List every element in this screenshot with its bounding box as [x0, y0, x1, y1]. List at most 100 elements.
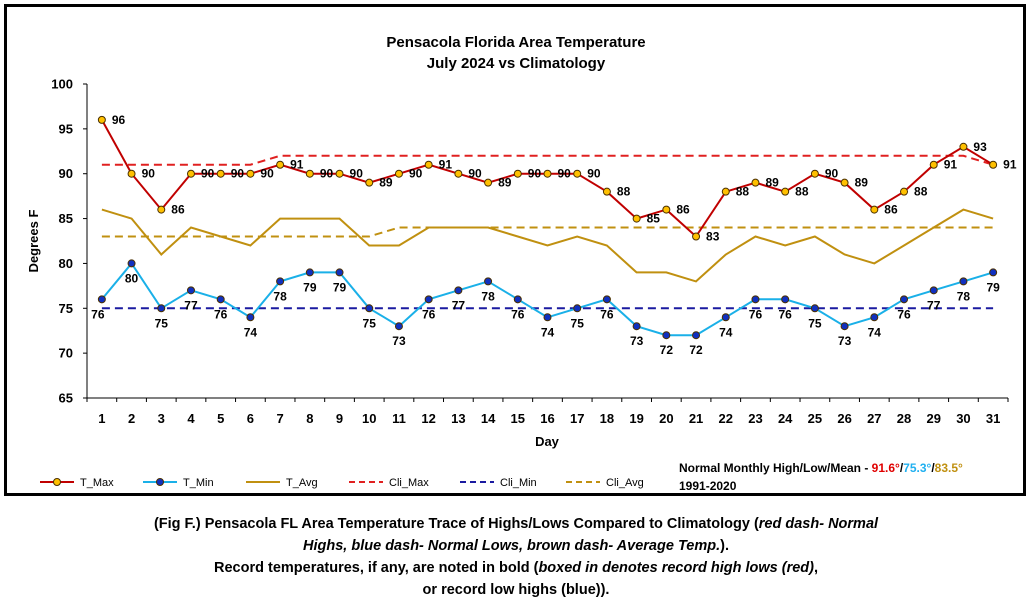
data-label-t-min: 76 [511, 307, 525, 321]
data-label-t-max: 90 [468, 167, 482, 181]
svg-text:Normal Monthly High/Low/Mean -: Normal Monthly High/Low/Mean - 91.6°/75.… [679, 461, 963, 475]
data-label-t-max: 93 [973, 140, 987, 154]
y-tick-label: 100 [51, 77, 73, 92]
point-t-max [989, 160, 998, 169]
point-t-min [602, 295, 611, 304]
point-t-max [484, 178, 493, 187]
data-label-t-max: 86 [884, 203, 898, 217]
x-axis-title: Day [535, 434, 560, 449]
point-t-max [186, 169, 195, 178]
point-t-min [959, 277, 968, 286]
data-label-t-max: 88 [617, 185, 631, 199]
data-label-t-min: 76 [897, 307, 911, 321]
x-tick-label: 31 [986, 411, 1000, 426]
point-t-min [632, 322, 641, 331]
normal-low: 75.3° [903, 461, 931, 475]
point-t-min [513, 295, 522, 304]
data-label-t-max: 89 [498, 176, 512, 190]
point-t-min [365, 304, 374, 313]
point-t-max [900, 187, 909, 196]
legend-label-cli-avg: Cli_Avg [606, 477, 644, 489]
data-label-t-min: 76 [778, 307, 792, 321]
chart-subtitle: July 2024 vs Climatology [427, 55, 606, 72]
x-tick-label: 25 [808, 411, 822, 426]
legend: T_Max T_Min T_Avg Cli_Max Cli_Min Cli_Avg [40, 477, 644, 489]
data-label-t-max: 90 [231, 167, 245, 181]
point-t-max [276, 160, 285, 169]
temperature-chart: Pensacola Florida Area Temperature July … [26, 34, 1017, 493]
x-tick-label: 28 [897, 411, 911, 426]
x-tick-label: 17 [570, 411, 584, 426]
x-tick-label: 14 [481, 411, 496, 426]
data-label-t-min: 76 [600, 307, 614, 321]
point-t-max [216, 169, 225, 178]
x-tick-label: 26 [837, 411, 851, 426]
point-t-max [870, 205, 879, 214]
normals-period: 1991-2020 [679, 479, 737, 493]
point-t-max [335, 169, 344, 178]
x-tick-label: 16 [540, 411, 554, 426]
x-tick-label: 30 [956, 411, 970, 426]
data-label-t-min: 78 [481, 289, 495, 303]
point-t-min [454, 286, 463, 295]
x-tick-label: 2 [128, 411, 135, 426]
point-t-max [602, 187, 611, 196]
data-label-t-min: 73 [838, 334, 852, 348]
y-tick-label: 95 [59, 121, 73, 136]
data-label-t-min: 75 [571, 316, 585, 330]
point-t-max [365, 178, 374, 187]
data-label-t-max: 90 [260, 167, 274, 181]
legend-label-t-max: T_Max [80, 477, 114, 489]
data-label-t-min: 75 [808, 316, 822, 330]
point-t-min [394, 322, 403, 331]
point-t-max [394, 169, 403, 178]
point-t-min [781, 295, 790, 304]
point-t-min [97, 295, 106, 304]
data-label-t-max: 90 [558, 167, 572, 181]
legend-label-t-min: T_Min [183, 477, 214, 489]
data-label-t-min: 75 [363, 316, 377, 330]
point-t-min [810, 304, 819, 313]
point-t-min [127, 259, 136, 268]
caption-line-4: or record low highs (blue)). [422, 582, 610, 598]
data-label-t-max: 89 [379, 176, 393, 190]
x-tick-label: 12 [421, 411, 435, 426]
x-tick-label: 18 [600, 411, 614, 426]
point-t-min [157, 304, 166, 313]
point-t-min [216, 295, 225, 304]
point-t-max [424, 160, 433, 169]
data-label-t-min: 74 [541, 325, 555, 339]
data-label-t-max: 90 [320, 167, 334, 181]
data-label-t-max: 91 [1003, 158, 1017, 172]
point-t-max [157, 205, 166, 214]
chart-title: Pensacola Florida Area Temperature [386, 34, 645, 51]
point-t-max [632, 214, 641, 223]
data-label-t-max: 88 [795, 185, 809, 199]
data-label-t-max: 88 [914, 185, 928, 199]
x-tick-label: 22 [719, 411, 733, 426]
y-tick-label: 80 [59, 256, 73, 271]
figure-caption: (Fig F.) Pensacola FL Area Temperature T… [0, 513, 1032, 601]
point-t-max [662, 205, 671, 214]
caption-line-3: Record temperatures, if any, are noted i… [214, 560, 818, 576]
point-t-min [900, 295, 909, 304]
data-label-t-min: 73 [630, 334, 644, 348]
series-line-cli-avg [101, 226, 994, 238]
data-label-t-max: 86 [676, 203, 690, 217]
x-tick-label: 4 [187, 411, 195, 426]
y-tick-label: 85 [59, 211, 73, 226]
y-tick-label: 90 [59, 166, 73, 181]
data-label-t-min: 77 [184, 298, 198, 312]
y-tick-label: 75 [59, 301, 73, 316]
data-label-t-min: 72 [689, 343, 703, 357]
x-tick-label: 29 [926, 411, 940, 426]
x-tick-label: 11 [392, 411, 406, 426]
normals-note: Normal Monthly High/Low/Mean - 91.6°/75.… [679, 461, 963, 493]
point-t-max [840, 178, 849, 187]
data-label-t-min: 78 [273, 289, 287, 303]
data-label-t-max: 88 [736, 185, 750, 199]
point-t-min [335, 268, 344, 277]
legend-marker-t-min [156, 478, 164, 486]
point-t-max [127, 169, 136, 178]
point-t-min [186, 286, 195, 295]
